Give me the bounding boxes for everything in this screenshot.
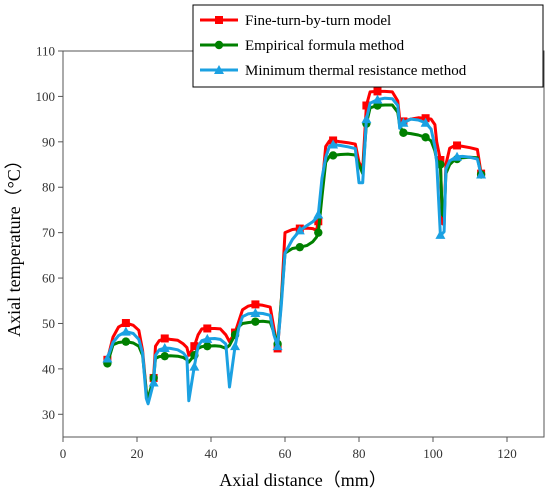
data-point [160,334,169,343]
data-point [295,242,304,252]
y-tick-label: 80 [42,180,55,195]
data-point [160,351,169,361]
data-point [421,133,430,142]
data-point [148,377,159,387]
data-point [313,209,324,219]
legend-label: Empirical formula method [245,38,405,54]
y-tick-label: 30 [42,407,55,422]
series-2 [103,101,486,401]
data-point [251,317,260,326]
y-tick-label: 110 [36,44,55,59]
y-tick-label: 100 [36,89,56,104]
x-axis-title: Axial distance（mm） [219,470,386,490]
legend-swatch-marker [215,16,223,24]
data-point [120,326,131,336]
data-point [476,169,487,179]
data-point [272,341,283,351]
data-point [251,300,260,309]
data-point [420,117,431,127]
legend-box [192,4,544,88]
data-point [373,87,382,96]
data-point [452,151,463,161]
data-point [372,94,383,104]
series-layer [102,87,487,406]
data-point [294,225,305,235]
x-tick-label: 100 [423,446,443,461]
legend-swatch-marker [214,40,224,50]
data-point [328,139,339,149]
data-point [102,353,113,363]
data-point [361,114,372,124]
data-point [159,342,170,352]
data-point [189,361,200,371]
data-point [190,342,199,351]
x-tick-label: 60 [279,446,292,461]
data-point [121,319,130,328]
data-point [399,128,408,137]
data-point [362,101,371,110]
y-tick-label: 90 [42,134,55,149]
y-tick-label: 70 [42,225,55,240]
y-tick-label: 40 [42,361,55,376]
data-point [203,341,212,351]
data-point [398,117,409,127]
x-tick-label: 0 [60,446,67,461]
x-tick-label: 120 [497,446,517,461]
legend-item: Fine-turn-by-turn model [200,13,391,29]
data-point [250,308,261,318]
plot-frame [62,50,545,438]
x-axis: 0 20 40 60 80 100 120 [60,437,517,461]
y-axis-title: Axial temperature（°C） [4,151,24,337]
data-point [121,337,131,346]
x-tick-label: 40 [205,446,218,461]
legend-swatch-marker [214,65,224,74]
data-point [230,341,241,351]
y-tick-label: 50 [42,316,55,331]
data-point [436,155,445,164]
data-point [435,229,446,239]
y-tick-label: 60 [42,271,55,286]
data-point [203,324,212,333]
x-tick-label: 80 [353,446,366,461]
data-point [202,333,213,343]
legend-item: Minimum thermal resistance method [200,63,467,79]
series-3 [102,94,487,406]
legend: Fine-turn-by-turn model Empirical formula… [192,4,544,88]
y-axis: 30 40 50 60 70 80 90 100 110 [36,44,63,422]
legend-label: Minimum thermal resistance method [245,63,467,79]
data-point [328,151,338,160]
legend-label: Fine-turn-by-turn model [245,13,391,29]
data-point [314,228,323,237]
legend-item: Empirical formula method [200,38,405,54]
x-tick-label: 20 [131,446,144,461]
data-point [453,141,462,150]
